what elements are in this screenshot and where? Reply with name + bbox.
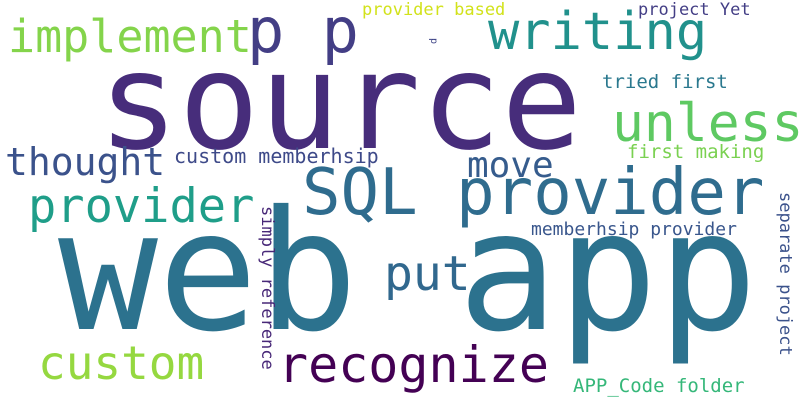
word-p-p: p p xyxy=(247,0,359,67)
word-sql-provider: SQL provider xyxy=(302,156,765,230)
word-tried-first: tried first xyxy=(602,71,728,93)
word-unless: unless xyxy=(612,93,800,154)
word-app-code-folder: APP_Code folder xyxy=(573,375,745,397)
word-project-yet: project Yet xyxy=(638,0,751,20)
word-first-making: first making xyxy=(627,141,765,163)
word-simply-reference: simply reference xyxy=(257,206,277,370)
word-recognize: recognize xyxy=(278,336,549,394)
word-p-small: p xyxy=(428,38,439,45)
word-web-app: web app xyxy=(58,176,758,369)
word-custom: custom xyxy=(38,336,205,390)
word-memberhsip-provider: memberhsip provider xyxy=(531,219,737,240)
word-provider: provider xyxy=(28,179,255,234)
word-writing: writing xyxy=(488,2,708,62)
word-implement: implement xyxy=(8,10,252,63)
word-thought: thought xyxy=(5,140,166,184)
word-source: source xyxy=(98,24,583,180)
word-provider-based: provider based xyxy=(362,0,506,20)
word-separate-project: separate project xyxy=(775,192,795,356)
word-custom-memberhsip: custom memberhsip xyxy=(174,144,379,168)
word-move: move xyxy=(467,145,554,186)
word-put: put xyxy=(384,246,471,302)
